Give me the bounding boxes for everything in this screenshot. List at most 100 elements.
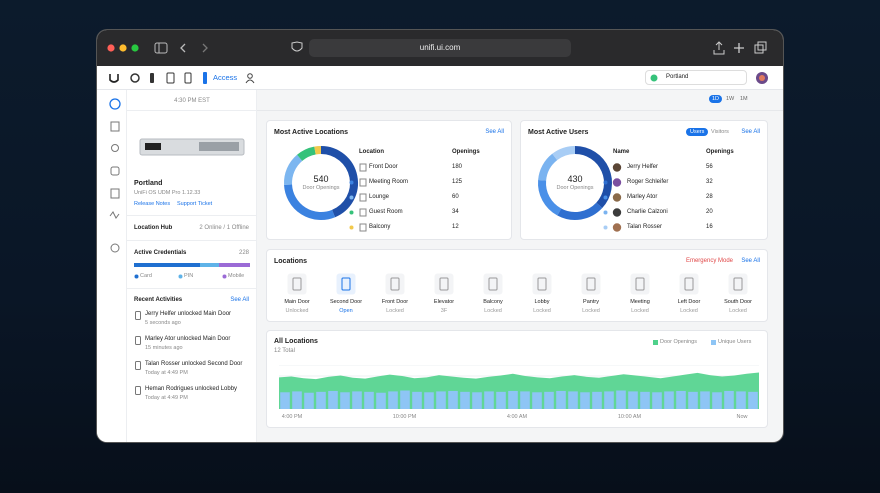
- legend-swatch: [711, 340, 716, 345]
- bar: [364, 391, 374, 409]
- door-shape: [586, 277, 596, 291]
- site-selector[interactable]: Portland: [645, 70, 747, 85]
- range-tab[interactable]: 1M: [740, 96, 748, 102]
- door-icon: [385, 273, 405, 295]
- door-tile: [630, 273, 650, 295]
- legend-swatch: [653, 340, 658, 345]
- bar: [484, 391, 494, 409]
- locations-card: Locations Emergency Mode See All Main Do…: [266, 249, 768, 322]
- donut-segment: [320, 146, 358, 218]
- device-name: Portland: [134, 180, 163, 187]
- legend-swatch: [134, 274, 139, 279]
- range-tab[interactable]: 1D: [709, 95, 723, 103]
- row-dot: [349, 195, 354, 200]
- legend-dot: [222, 274, 227, 279]
- nav-app-tab[interactable]: Access: [213, 73, 238, 82]
- door-icon: [630, 273, 650, 295]
- row-openings: 180: [452, 164, 463, 170]
- door-name[interactable]: Lobby: [534, 299, 550, 305]
- activity-icon: [135, 336, 141, 345]
- phone-icon: [135, 336, 141, 345]
- door-shape: [733, 277, 743, 291]
- range-tab[interactable]: 1W: [726, 96, 735, 102]
- activities-title: Recent Activities: [134, 297, 183, 303]
- door-icon: [434, 273, 454, 295]
- door-name[interactable]: Left Door: [677, 299, 701, 305]
- nav-users-icon[interactable]: [245, 72, 257, 84]
- activity-icon: [135, 386, 141, 395]
- bar: [748, 391, 758, 409]
- url-text: unifi.ui.com: [419, 43, 461, 52]
- location-icon: [359, 208, 367, 217]
- card-title: Most Active Locations: [274, 129, 349, 136]
- avatar: [612, 208, 622, 217]
- donut-segment: [284, 154, 303, 185]
- clock: 4:30 PM EST: [174, 98, 210, 104]
- activities-see-all[interactable]: See All: [230, 297, 249, 303]
- bar: [676, 390, 686, 409]
- door-tile: [581, 273, 601, 295]
- door-name[interactable]: Balcony: [483, 299, 503, 305]
- door-name[interactable]: Meeting: [630, 299, 650, 305]
- door-name[interactable]: Front Door: [381, 299, 409, 305]
- door-icon: [728, 273, 748, 295]
- door-icon: [287, 273, 307, 295]
- activity-icon: [135, 311, 141, 320]
- bar: [664, 391, 674, 409]
- door-name[interactable]: South Door: [724, 299, 752, 305]
- users-tab[interactable]: Users: [686, 128, 709, 136]
- door-icon: [336, 273, 356, 295]
- chart-subtitle: 12 Total: [274, 348, 295, 354]
- x-tick-label: Now: [736, 414, 748, 420]
- activity-text: Marley Ator unlocked Main Door: [145, 336, 231, 342]
- row-openings: 32: [706, 179, 713, 185]
- bar: [604, 391, 614, 409]
- legend-label: PIN: [184, 273, 194, 279]
- door-name[interactable]: Main Door: [284, 299, 310, 305]
- bar: [400, 390, 410, 409]
- visitors-tab[interactable]: Visitors: [711, 129, 729, 135]
- donut-segment: [284, 184, 336, 220]
- chart-title[interactable]: All Locations: [274, 338, 318, 345]
- legend-square: [711, 340, 716, 345]
- row-marker: [603, 223, 622, 232]
- door-name[interactable]: Elevator: [433, 299, 455, 305]
- x-tick-label: 4:00 AM: [506, 414, 528, 420]
- bar: [652, 392, 662, 409]
- x-tick-label: 4:00 PM: [281, 414, 303, 420]
- credentials-label: Active Credentials: [134, 250, 187, 256]
- see-all[interactable]: See All: [741, 258, 760, 264]
- row-dot: [603, 195, 608, 200]
- avatar: [612, 178, 622, 187]
- release-notes-link[interactable]: Release Notes: [134, 201, 171, 207]
- door-shape: [292, 277, 302, 291]
- phone-icon: [135, 311, 141, 320]
- see-all[interactable]: See All: [741, 129, 760, 135]
- emergency-mode[interactable]: Emergency Mode: [685, 258, 733, 264]
- area: [279, 372, 759, 409]
- support-ticket-link[interactable]: Support Ticket: [177, 201, 213, 207]
- row-name: Marley Ator: [627, 194, 658, 200]
- bar: [448, 390, 458, 409]
- phone-icon: [135, 361, 141, 370]
- door-shape: [390, 277, 400, 291]
- door-name[interactable]: Pantry: [583, 299, 599, 305]
- row-openings: 12: [452, 224, 459, 230]
- active-locations-card: Most Active Locations See All 540 Door Op…: [266, 120, 512, 240]
- row-marker: [603, 178, 622, 187]
- device-model: UniFi OS UDM Pro 1.12.33: [134, 190, 201, 196]
- door-tile: [728, 273, 748, 295]
- donut-segment: [314, 146, 322, 155]
- legend-label[interactable]: Unique Users: [718, 339, 752, 345]
- browser-toolbar: unifi.ui.com: [97, 30, 783, 66]
- legend-label[interactable]: Door Openings: [660, 339, 697, 345]
- row-name: Balcony: [369, 224, 391, 230]
- door-name[interactable]: Second Door: [329, 299, 363, 305]
- url-bar[interactable]: unifi.ui.com: [309, 39, 571, 57]
- row-openings: 20: [706, 209, 713, 215]
- bar: [424, 392, 434, 409]
- row-dot: [603, 225, 608, 230]
- card-title: Most Active Users: [528, 129, 589, 136]
- see-all[interactable]: See All: [485, 129, 504, 135]
- user-avatar[interactable]: [755, 71, 769, 85]
